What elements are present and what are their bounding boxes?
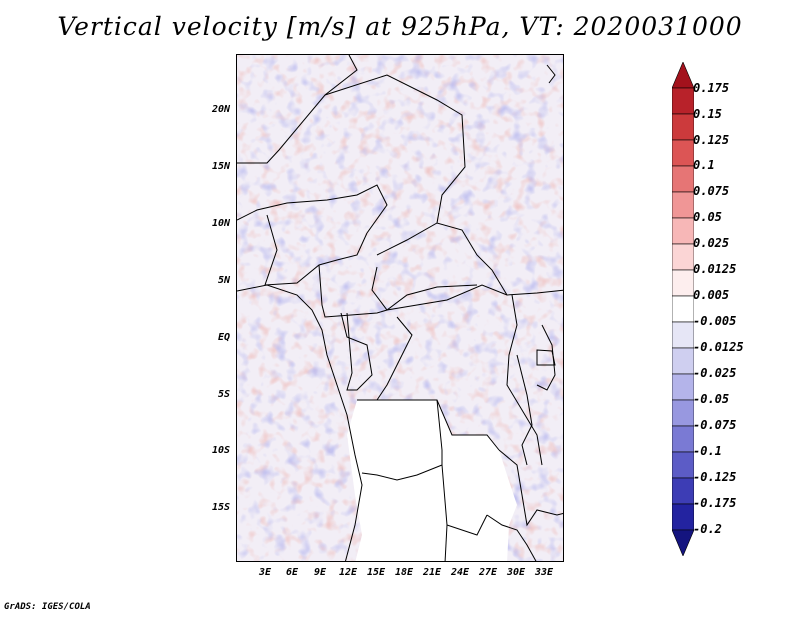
map-title: Vertical velocity [m/s] at 925hPa, VT: 2…: [57, 12, 743, 41]
credit-text: GrADS: IGES/COLA: [4, 602, 91, 612]
country-boundaries: [237, 55, 563, 561]
colorbar-segment: [672, 217, 694, 245]
colorbar-segment: [672, 529, 694, 556]
lat-label-10n: 10N: [211, 218, 230, 229]
lon-label-24e: 24E: [450, 567, 470, 578]
lon-label-9e: 9E: [313, 567, 327, 578]
colorbar-label: -0.005: [693, 314, 737, 328]
colorbar-label: 0.15: [693, 107, 722, 121]
colorbar-segment: [672, 113, 694, 141]
colorbar-segment: [672, 451, 694, 479]
colorbar-segment: [672, 62, 694, 89]
lon-label-3e: 3E: [258, 567, 272, 578]
colorbar-segment: [672, 87, 694, 115]
colorbar-label: 0.005: [693, 288, 730, 302]
colorbar-segment: [672, 425, 694, 453]
colorbar-label: 0.175: [693, 81, 730, 95]
colorbar-segment: [672, 321, 694, 349]
colorbar-label: -0.0125: [693, 340, 744, 354]
lat-label-eq: EQ: [217, 332, 230, 343]
lon-label-6e: 6E: [285, 567, 299, 578]
colorbar-label: -0.2: [693, 522, 722, 536]
lat-label-15n: 15N: [211, 161, 230, 172]
lon-label-12e: 12E: [338, 567, 358, 578]
colorbar: [672, 62, 694, 556]
lon-label-33e: 33E: [534, 567, 554, 578]
colorbar-segment: [672, 139, 694, 167]
colorbar-label: -0.025: [693, 366, 737, 380]
colorbar-segment: [672, 477, 694, 505]
lon-label-18e: 18E: [394, 567, 414, 578]
lon-label-27e: 27E: [478, 567, 498, 578]
colorbar-label: 0.025: [693, 236, 730, 250]
lat-label-10s: 10S: [211, 445, 230, 456]
colorbar-segment: [672, 191, 694, 219]
colorbar-label: 0.1: [693, 158, 715, 172]
colorbar-segment: [672, 347, 694, 375]
colorbar-label: -0.175: [693, 496, 737, 510]
colorbar-segment: [672, 269, 694, 297]
vertical-velocity-map: [236, 54, 564, 562]
colorbar-segment: [672, 503, 694, 531]
near-zero-region: [347, 400, 517, 561]
lat-label-5s: 5S: [217, 389, 230, 400]
colorbar-label: -0.05: [693, 392, 730, 406]
lon-label-15e: 15E: [366, 567, 386, 578]
colorbar-segment: [672, 373, 694, 401]
colorbar-label: -0.1: [693, 444, 722, 458]
colorbar-label: -0.125: [693, 470, 737, 484]
lon-label-21e: 21E: [422, 567, 442, 578]
lat-label-20n: 20N: [211, 104, 230, 115]
lat-label-15s: 15S: [211, 502, 230, 513]
colorbar-segment: [672, 399, 694, 427]
colorbar-label: -0.075: [693, 418, 737, 432]
colorbar-segment: [672, 295, 694, 323]
map-field-svg: [237, 55, 563, 561]
colorbar-label: 0.125: [693, 133, 730, 147]
colorbar-label: 0.05: [693, 210, 722, 224]
colorbar-segments: [672, 62, 694, 556]
lon-label-30e: 30E: [506, 567, 526, 578]
lat-label-5n: 5N: [217, 275, 230, 286]
colorbar-label: 0.0125: [693, 262, 737, 276]
colorbar-segment: [672, 165, 694, 193]
colorbar-label: 0.075: [693, 184, 730, 198]
colorbar-segment: [672, 243, 694, 271]
